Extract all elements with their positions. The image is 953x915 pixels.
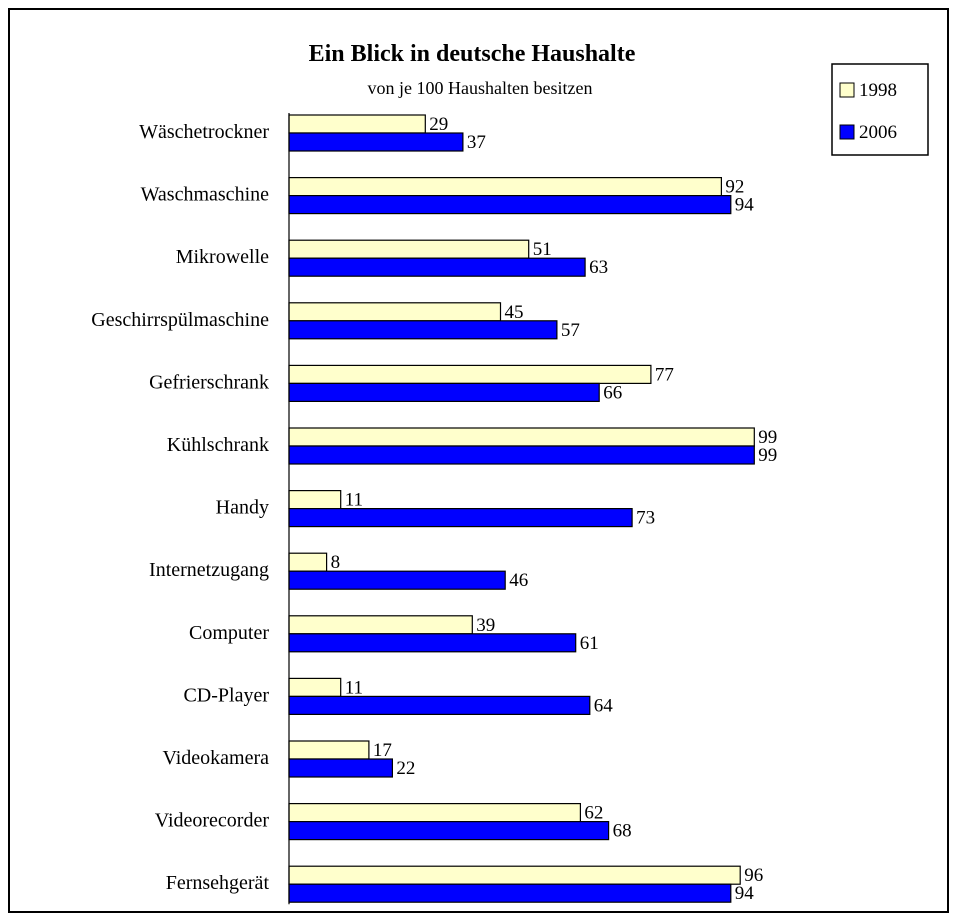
bar-2006-wäschetrockner	[288, 132, 464, 152]
data-label: 11	[345, 490, 363, 511]
data-label: 96	[744, 865, 763, 886]
data-label: 61	[580, 633, 599, 654]
legend-swatch-1998	[839, 82, 855, 98]
data-label: 17	[373, 740, 392, 761]
bar-2006-handy	[288, 508, 633, 528]
category-label: Videokamera	[162, 747, 269, 769]
category-label: Geschirrspülmaschine	[91, 309, 269, 331]
legend-swatch-2006	[839, 124, 855, 140]
bar-1998-waschmaschine	[288, 177, 722, 197]
data-label: 51	[533, 239, 552, 260]
bar-2006-mikrowelle	[288, 257, 586, 277]
data-label: 22	[396, 758, 415, 779]
category-label: Kühlschrank	[167, 434, 269, 456]
chart-title: Ein Blick in deutsche Haushalte	[309, 41, 636, 67]
bar-2006-videokamera	[288, 758, 394, 778]
bar-1998-mikrowelle	[288, 239, 530, 259]
category-label: Handy	[216, 497, 269, 519]
bar-1998-videokamera	[288, 740, 370, 760]
bar-1998-internetzugang	[288, 552, 328, 572]
data-label: 68	[613, 821, 632, 842]
data-label: 57	[561, 320, 580, 341]
data-label: 92	[725, 177, 744, 198]
data-label: 77	[655, 364, 674, 385]
data-label: 29	[429, 114, 448, 135]
bar-1998-handy	[288, 490, 342, 510]
bar-2006-videorecorder	[288, 820, 610, 841]
bar-2006-gefrierschrank	[288, 382, 600, 402]
bar-2006-internetzugang	[288, 570, 506, 590]
data-label: 39	[476, 615, 495, 636]
bar-1998-wäschetrockner	[288, 114, 426, 134]
category-label: Gefrierschrank	[149, 371, 269, 393]
data-label: 46	[509, 570, 528, 591]
bar-1998-videorecorder	[288, 802, 581, 823]
data-label: 37	[467, 132, 486, 153]
data-label: 11	[345, 677, 363, 698]
category-label: Computer	[189, 622, 269, 644]
bar-chart: Ein Blick in deutsche Haushalte von je 1…	[91, 41, 929, 905]
bar-2006-waschmaschine	[288, 195, 732, 215]
category-label: Fernsehgerät	[166, 872, 270, 894]
legend-label-1998: 1998	[859, 80, 897, 101]
data-label: 8	[331, 552, 341, 573]
data-label: 63	[589, 257, 608, 278]
bar-2006-geschirrspülmaschine	[288, 320, 558, 340]
bar-1998-gefrierschrank	[288, 364, 652, 384]
category-label: CD-Player	[183, 684, 269, 706]
legend-border	[831, 63, 929, 156]
category-label: Videorecorder	[155, 810, 270, 832]
category-label: Wäschetrockner	[139, 121, 269, 143]
data-label: 45	[505, 302, 524, 323]
legend: 1998 2006	[831, 63, 929, 156]
bar-1998-cd-player	[288, 677, 342, 698]
data-label: 94	[735, 883, 755, 904]
data-label: 64	[594, 695, 614, 716]
category-label: Internetzugang	[149, 559, 269, 581]
data-label: 66	[603, 382, 622, 403]
category-label: Waschmaschine	[141, 184, 269, 206]
bar-2006-computer	[288, 633, 577, 653]
bar-2006-cd-player	[288, 695, 591, 716]
bar-1998-kühlschrank	[288, 427, 755, 447]
bar-2006-kühlschrank	[288, 445, 755, 465]
bar-1998-fernsehgerät	[288, 865, 741, 885]
chart-subtitle: von je 100 Haushalten besitzen	[368, 78, 593, 98]
data-label: 99	[758, 445, 777, 466]
bar-1998-computer	[288, 615, 473, 635]
data-label: 99	[758, 427, 777, 448]
category-label: Mikrowelle	[176, 246, 269, 268]
data-label: 62	[584, 803, 603, 824]
bar-2006-fernsehgerät	[288, 883, 732, 903]
legend-label-2006: 2006	[859, 122, 897, 143]
data-label: 73	[636, 508, 655, 529]
data-label: 94	[735, 195, 755, 216]
chart-frame: Ein Blick in deutsche Haushalte von je 1…	[8, 8, 949, 913]
bar-1998-geschirrspülmaschine	[288, 302, 502, 322]
